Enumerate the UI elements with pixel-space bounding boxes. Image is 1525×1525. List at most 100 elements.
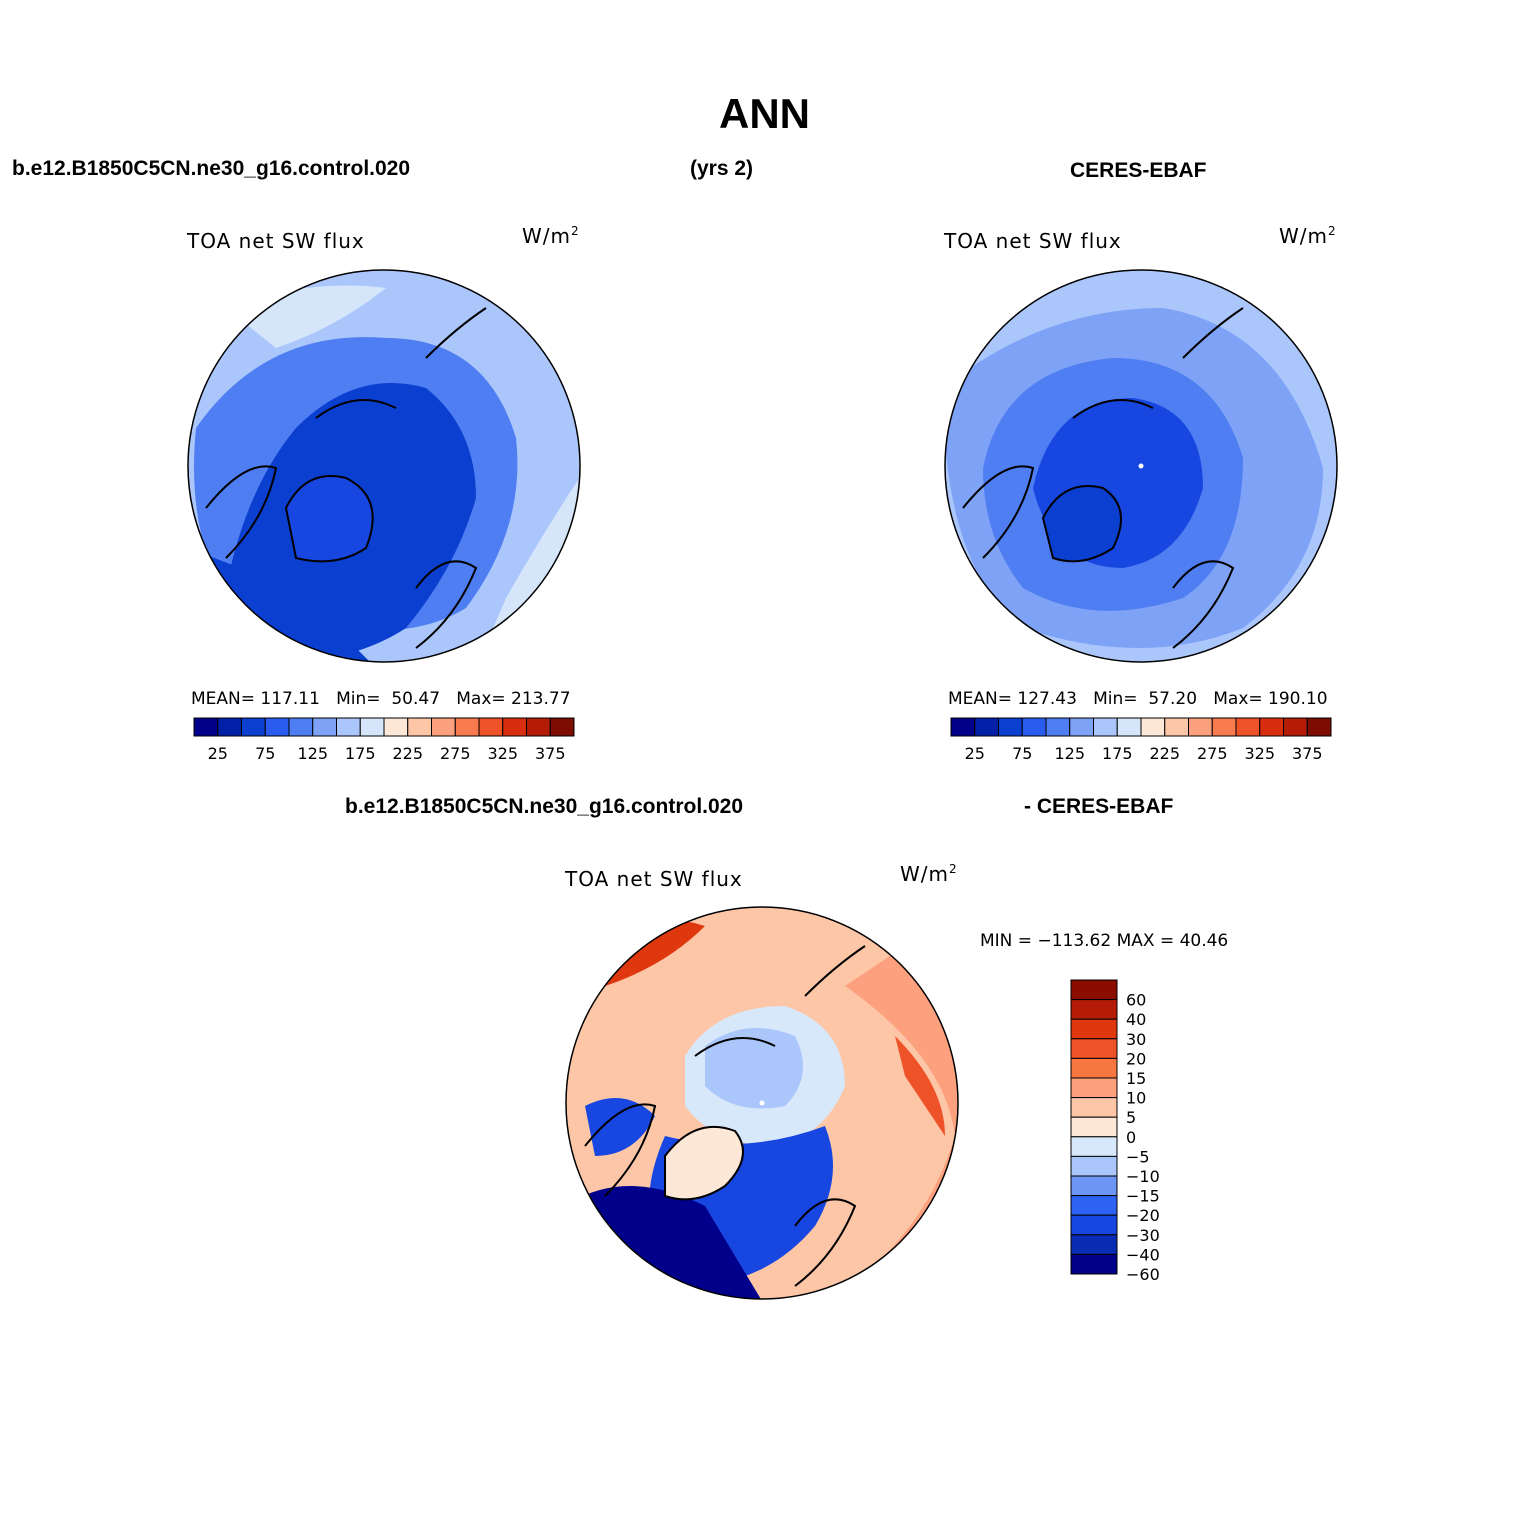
colorbar-model-swatch: [549, 717, 575, 737]
colorbar-diff-tick-label: −20: [1126, 1206, 1160, 1225]
colorbar-diff-tick-label: 0: [1126, 1128, 1136, 1147]
colorbar-obs: 25 75 125 175 225 275 325 375: [950, 717, 1332, 763]
colorbar-model-tick-label: 125: [297, 744, 328, 763]
colorbar-obs-tick-label: 275: [1197, 744, 1228, 763]
colorbar-obs-swatch: [1164, 717, 1189, 737]
panel3-variable: TOA net SW flux: [565, 867, 743, 891]
colorbar-diff-tick-label: 5: [1126, 1108, 1136, 1127]
colorbar-model-swatch: [217, 717, 242, 737]
map-diff-pole-dot: [759, 1100, 765, 1106]
years-label: (yrs 2): [690, 157, 754, 180]
colorbar-obs-swatch: [1069, 717, 1094, 737]
colorbar-diff-tick-label: −10: [1126, 1167, 1160, 1186]
colorbar-diff-swatch: [1070, 1175, 1118, 1197]
colorbar-diff-swatch: [1070, 1136, 1118, 1157]
colorbar-diff-tick-label: −15: [1126, 1187, 1160, 1206]
colorbar-diff-tick-label: 60: [1126, 991, 1146, 1010]
colorbar-diff-tick-label: 10: [1126, 1089, 1146, 1108]
colorbar-model-tick-label: 275: [440, 744, 471, 763]
colorbar-diff-tick-label: −40: [1126, 1245, 1160, 1264]
colorbar-obs-tick-label: 325: [1244, 744, 1275, 763]
colorbar-model-tick-label: 75: [255, 744, 275, 763]
colorbar-diff-tick-label: 40: [1126, 1010, 1146, 1029]
panel3-minmax: MIN = −113.62 MAX = 40.46: [980, 931, 1229, 951]
colorbar-diff-swatch: [1070, 1195, 1118, 1216]
colorbar-diff-swatch: [1070, 1234, 1118, 1255]
colorbar-model-swatch: [264, 717, 290, 737]
colorbar-diff-tick-label: 15: [1126, 1069, 1146, 1088]
colorbar-model-swatch: [383, 717, 409, 737]
colorbar-diff-swatch: [1070, 1116, 1118, 1138]
panel1-stats: MEAN= 117.11 Min= 50.47 Max= 213.77: [191, 689, 571, 709]
colorbar-obs-swatch: [1306, 717, 1332, 737]
panel1-variable: TOA net SW flux: [187, 229, 365, 253]
colorbar-model-swatch: [502, 717, 527, 737]
colorbar-obs-swatch: [1283, 717, 1308, 737]
colorbar-diff-swatch: [1070, 1155, 1118, 1177]
colorbar-model-swatch: [288, 717, 314, 737]
map-obs: [944, 269, 1338, 663]
colorbar-diff-swatch: [1070, 999, 1118, 1020]
colorbar-model-swatch: [454, 717, 480, 737]
colorbar-diff-swatch: [1070, 979, 1118, 1001]
colorbar-obs-tick-label: 225: [1149, 744, 1180, 763]
colorbar-obs-swatch: [1116, 717, 1142, 737]
panel2-variable: TOA net SW flux: [944, 229, 1122, 253]
colorbar-model-swatch: [526, 717, 551, 737]
colorbar-obs-swatch: [1021, 717, 1047, 737]
colorbar-model-tick-label: 25: [208, 744, 228, 763]
colorbar-diff-tick-label: 30: [1126, 1030, 1146, 1049]
map-model: [187, 269, 581, 663]
colorbar-obs-tick-label: 175: [1102, 744, 1133, 763]
colorbar-diff-tick-label: −30: [1126, 1226, 1160, 1245]
colorbar-obs-swatch: [950, 717, 976, 737]
colorbar-diff-swatch: [1070, 1253, 1118, 1275]
diff-case-label: b.e12.B1850C5CN.ne30_g16.control.020: [345, 795, 744, 818]
colorbar-diff-swatch: [1070, 1038, 1118, 1059]
colorbar-diff-swatch: [1070, 1097, 1118, 1118]
panel3-units: W/m2: [900, 862, 958, 886]
colorbar-model-tick-label: 175: [345, 744, 376, 763]
colorbar-obs-tick-label: 25: [965, 744, 985, 763]
right-case-label: CERES-EBAF: [1070, 159, 1207, 182]
colorbar-obs-tick-label: 375: [1292, 744, 1323, 763]
colorbar-model-swatch: [312, 717, 337, 737]
panel2-units: W/m2: [1279, 224, 1337, 248]
colorbar-diff-tick-label: −60: [1126, 1265, 1160, 1284]
colorbar-diff-swatch: [1070, 1077, 1118, 1099]
panel2-stats: MEAN= 127.43 Min= 57.20 Max= 190.10: [948, 689, 1328, 709]
map-obs-coast: [962, 307, 1244, 649]
colorbar-obs-swatch: [998, 717, 1023, 737]
colorbar-obs-tick-label: 75: [1012, 744, 1032, 763]
diff-minus-label: - CERES-EBAF: [1024, 795, 1174, 818]
colorbar-obs-swatch: [1211, 717, 1237, 737]
map-diff-greenland: [664, 1125, 744, 1201]
map-obs-greenland: [1041, 485, 1122, 563]
colorbar-model-swatch: [336, 717, 361, 737]
colorbar-obs-swatch: [1188, 717, 1213, 737]
colorbar-model-swatch: [431, 717, 456, 737]
colorbar-diff-swatch: [1070, 1214, 1118, 1236]
colorbar-model: 25 75 125 175 225 275 325 375: [193, 717, 575, 763]
colorbar-diff-swatch: [1070, 1018, 1118, 1040]
colorbar-obs-swatch: [1093, 717, 1118, 737]
colorbar-model-swatch: [359, 717, 385, 737]
colorbar-model-swatch: [407, 717, 432, 737]
map-obs-pole-dot: [1138, 463, 1144, 469]
left-case-label: b.e12.B1850C5CN.ne30_g16.control.020: [12, 157, 411, 180]
colorbar-obs-swatch: [1140, 717, 1166, 737]
map-diff: [565, 906, 959, 1300]
colorbar-obs-swatch: [1045, 717, 1071, 737]
colorbar-model-tick-label: 225: [392, 744, 423, 763]
panel1-units: W/m2: [522, 224, 580, 248]
colorbar-model-tick-label: 325: [487, 744, 518, 763]
map-diff-coast: [584, 945, 866, 1287]
map-model-greenland: [284, 475, 374, 563]
colorbar-model-swatch: [193, 717, 219, 737]
colorbar-model-swatch: [241, 717, 266, 737]
colorbar-model-swatch: [478, 717, 504, 737]
colorbar-obs-tick-label: 125: [1054, 744, 1085, 763]
colorbar-obs-swatch: [1259, 717, 1284, 737]
colorbar-model-tick-label: 375: [535, 744, 566, 763]
